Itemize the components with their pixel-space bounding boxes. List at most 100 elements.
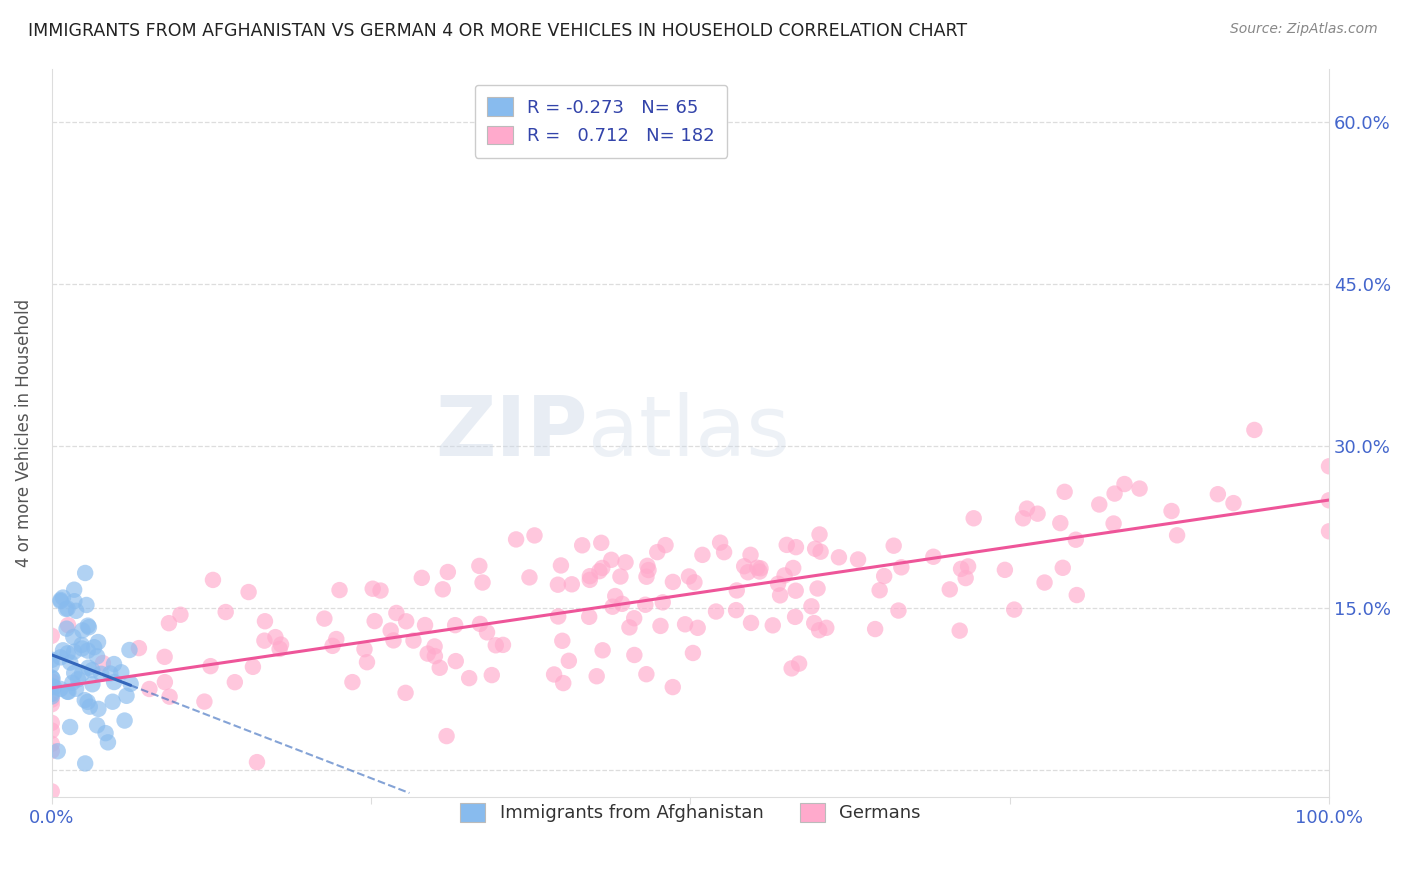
Point xyxy=(782,561,804,575)
Point xyxy=(1102,516,1125,531)
Point xyxy=(1066,588,1088,602)
Point xyxy=(1317,459,1340,474)
Point xyxy=(561,577,583,591)
Point xyxy=(49,681,72,696)
Point xyxy=(153,675,176,690)
Point xyxy=(56,601,79,615)
Point xyxy=(41,715,63,730)
Point xyxy=(869,583,891,598)
Point xyxy=(808,624,831,638)
Point xyxy=(692,548,714,562)
Point xyxy=(810,544,832,558)
Text: Source: ZipAtlas.com: Source: ZipAtlas.com xyxy=(1230,22,1378,37)
Point xyxy=(56,684,79,698)
Point xyxy=(780,661,803,675)
Point xyxy=(605,589,627,603)
Point xyxy=(636,570,658,584)
Point xyxy=(110,665,132,680)
Point xyxy=(1002,602,1025,616)
Point xyxy=(651,595,673,609)
Text: ZIP: ZIP xyxy=(436,392,588,473)
Point xyxy=(75,598,97,612)
Point xyxy=(725,583,748,598)
Point xyxy=(645,545,668,559)
Point xyxy=(592,643,614,657)
Point xyxy=(41,653,63,667)
Point xyxy=(41,671,63,685)
Point xyxy=(70,638,93,652)
Point xyxy=(432,582,454,597)
Point xyxy=(748,565,770,579)
Point xyxy=(325,632,347,646)
Point xyxy=(82,663,104,677)
Point xyxy=(800,599,823,614)
Point xyxy=(76,695,98,709)
Point xyxy=(41,658,63,673)
Point xyxy=(269,641,291,656)
Point xyxy=(60,675,83,690)
Point xyxy=(636,667,658,681)
Point xyxy=(883,539,905,553)
Point xyxy=(94,726,117,740)
Point xyxy=(87,635,110,649)
Point xyxy=(558,654,581,668)
Point xyxy=(49,593,72,607)
Point xyxy=(200,659,222,673)
Point xyxy=(505,533,527,547)
Point xyxy=(623,648,645,662)
Point xyxy=(49,650,72,665)
Point xyxy=(41,697,63,711)
Point xyxy=(1052,561,1074,575)
Point xyxy=(609,569,631,583)
Point xyxy=(128,641,150,656)
Point xyxy=(591,561,613,575)
Point xyxy=(468,558,491,573)
Point xyxy=(955,571,977,585)
Point xyxy=(138,681,160,696)
Point xyxy=(72,624,94,638)
Point xyxy=(353,642,375,657)
Point xyxy=(733,559,755,574)
Point xyxy=(492,638,515,652)
Point xyxy=(776,538,799,552)
Point xyxy=(429,661,451,675)
Point xyxy=(423,649,446,664)
Point xyxy=(97,735,120,749)
Point xyxy=(395,615,418,629)
Point xyxy=(550,558,572,573)
Point xyxy=(682,646,704,660)
Point xyxy=(623,611,645,625)
Point xyxy=(41,737,63,751)
Point xyxy=(41,744,63,758)
Point xyxy=(59,720,82,734)
Point xyxy=(773,568,796,582)
Point xyxy=(863,622,886,636)
Point xyxy=(56,646,79,660)
Point xyxy=(41,679,63,693)
Point xyxy=(1026,507,1049,521)
Point xyxy=(785,540,807,554)
Point xyxy=(270,638,292,652)
Point xyxy=(114,714,136,728)
Point xyxy=(686,621,709,635)
Point xyxy=(650,619,672,633)
Point xyxy=(1222,496,1244,510)
Point xyxy=(637,563,659,577)
Point xyxy=(52,591,75,605)
Point xyxy=(77,660,100,674)
Point xyxy=(1317,493,1340,508)
Point xyxy=(957,559,980,574)
Point xyxy=(578,610,600,624)
Point xyxy=(1064,533,1087,547)
Point xyxy=(159,690,181,704)
Point xyxy=(585,669,607,683)
Point xyxy=(600,553,623,567)
Legend: Immigrants from Afghanistan, Germans: Immigrants from Afghanistan, Germans xyxy=(447,790,934,835)
Point xyxy=(224,675,246,690)
Point xyxy=(547,577,569,591)
Point xyxy=(887,603,910,617)
Point xyxy=(56,618,79,632)
Point xyxy=(103,657,125,671)
Point xyxy=(1104,486,1126,500)
Point xyxy=(91,656,114,670)
